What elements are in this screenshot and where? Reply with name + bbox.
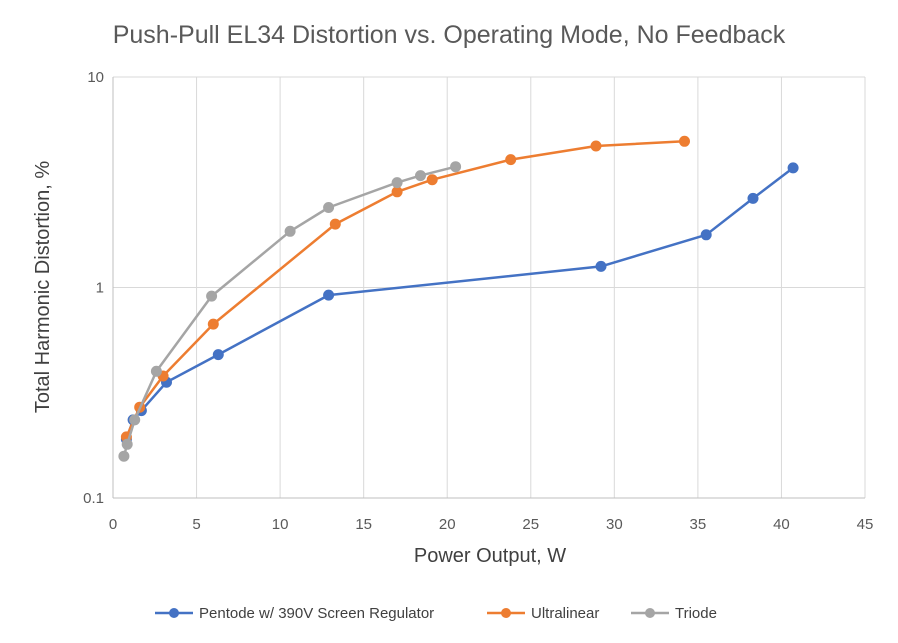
data-point bbox=[747, 192, 759, 204]
legend-marker bbox=[501, 608, 511, 618]
series-line bbox=[122, 165, 457, 458]
series-line bbox=[125, 140, 686, 439]
data-point bbox=[391, 177, 403, 189]
data-point bbox=[207, 318, 219, 330]
data-point bbox=[323, 202, 335, 213]
x-tick-label: 20 bbox=[439, 516, 456, 533]
gridlines bbox=[113, 76, 866, 498]
data-point bbox=[700, 229, 712, 241]
chart-title: Push-Pull EL34 Distortion vs. Operating … bbox=[113, 21, 786, 49]
data-point bbox=[150, 365, 162, 377]
y-axis-title: Total Harmonic Distortion, % bbox=[32, 161, 54, 414]
data-point bbox=[206, 290, 218, 302]
data-point bbox=[118, 450, 130, 462]
data-point bbox=[590, 140, 602, 152]
y-tick-label: 10 bbox=[87, 69, 104, 86]
legend-marker bbox=[169, 608, 179, 618]
x-tick-label: 0 bbox=[109, 516, 117, 533]
data-point bbox=[284, 225, 296, 237]
legend-label: Ultralinear bbox=[531, 605, 599, 622]
legend-item: Ultralinear bbox=[487, 605, 599, 622]
legend-label: Pentode w/ 390V Screen Regulator bbox=[199, 605, 434, 622]
data-point bbox=[505, 154, 517, 166]
x-tick-label: 40 bbox=[773, 516, 790, 533]
data-point bbox=[450, 161, 462, 173]
x-tick-label: 45 bbox=[857, 516, 874, 533]
data-point bbox=[391, 186, 403, 198]
x-tick-label: 30 bbox=[606, 516, 623, 533]
data-point bbox=[679, 135, 690, 147]
axes bbox=[112, 77, 865, 499]
x-tick-label: 25 bbox=[522, 516, 539, 533]
data-point bbox=[787, 162, 799, 174]
legend: Pentode w/ 390V Screen Regulator Ultralin… bbox=[155, 605, 717, 622]
data-point bbox=[329, 218, 341, 230]
data-point bbox=[415, 170, 426, 182]
x-tick-label: 5 bbox=[192, 516, 200, 533]
legend-item: Triode bbox=[631, 605, 717, 622]
series-group bbox=[118, 135, 799, 462]
data-point bbox=[323, 289, 335, 301]
series-2 bbox=[120, 135, 690, 443]
legend-label: Triode bbox=[675, 605, 717, 622]
x-axis-title: Power Output, W bbox=[414, 545, 566, 567]
tick-labels: 0 5 10 15 20 25 30 35 40 45 0.1 1 10 bbox=[83, 69, 873, 533]
y-tick-label: 1 bbox=[96, 280, 104, 297]
data-point bbox=[212, 349, 224, 361]
data-point bbox=[121, 438, 133, 450]
x-tick-label: 35 bbox=[690, 516, 707, 533]
data-point bbox=[595, 260, 607, 272]
x-tick-label: 15 bbox=[355, 516, 372, 533]
legend-marker bbox=[645, 608, 655, 618]
series-3 bbox=[118, 161, 462, 462]
legend-item: Pentode w/ 390V Screen Regulator bbox=[155, 605, 434, 622]
x-tick-label: 10 bbox=[272, 516, 289, 533]
data-point bbox=[129, 414, 141, 426]
y-tick-label: 0.1 bbox=[83, 490, 104, 507]
data-point bbox=[426, 174, 438, 186]
